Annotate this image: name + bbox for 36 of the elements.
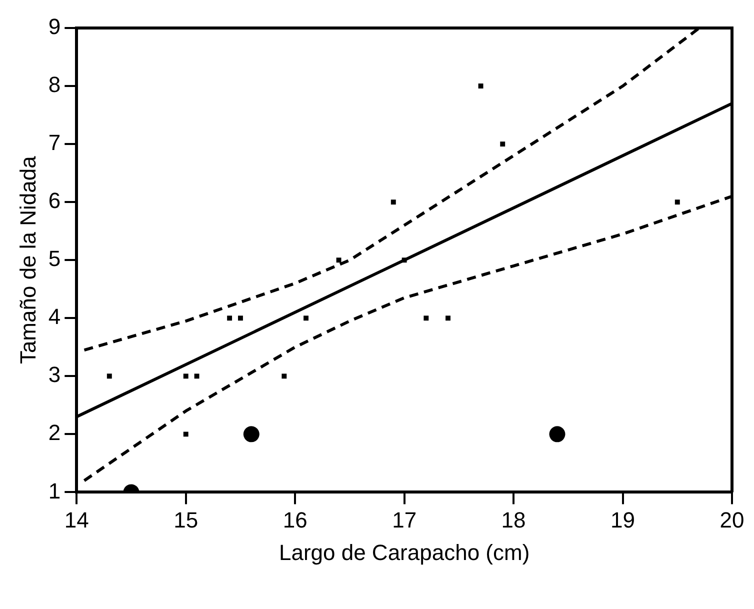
y-tick-label: 8 xyxy=(48,72,61,98)
point xyxy=(446,316,450,321)
x-tick-label: 15 xyxy=(174,507,198,532)
point xyxy=(478,84,484,88)
y-tick-label: 9 xyxy=(48,14,61,40)
point xyxy=(424,316,429,321)
y-tick-label: 5 xyxy=(48,246,61,272)
point xyxy=(390,200,396,205)
point xyxy=(238,316,243,321)
point xyxy=(194,374,200,379)
y-tick-label: 2 xyxy=(48,420,61,446)
point xyxy=(674,200,680,205)
y-tick-label: 1 xyxy=(48,478,61,504)
point xyxy=(282,374,287,379)
x-tick-label: 16 xyxy=(282,507,308,532)
point xyxy=(183,432,188,437)
point xyxy=(402,258,407,263)
point xyxy=(500,142,506,147)
y-tick-label: 4 xyxy=(48,304,61,330)
point xyxy=(243,426,260,442)
x-tick-label: 14 xyxy=(64,507,89,532)
point xyxy=(227,316,232,321)
y-tick-label: 7 xyxy=(48,130,61,156)
y-axis-title: Tamaño de la Nidada xyxy=(15,155,40,364)
point xyxy=(549,426,566,442)
x-tick-label: 17 xyxy=(392,507,417,532)
x-tick-label: 20 xyxy=(720,507,744,532)
y-tick-label: 6 xyxy=(48,188,61,214)
x-axis-title: Largo de Carapacho (cm) xyxy=(278,540,530,565)
point xyxy=(304,316,308,321)
point xyxy=(183,374,188,379)
x-tick-label: 18 xyxy=(501,507,526,532)
y-tick-label: 3 xyxy=(48,362,61,388)
point xyxy=(106,374,112,379)
point xyxy=(336,258,342,263)
x-tick-label: 19 xyxy=(610,507,636,532)
